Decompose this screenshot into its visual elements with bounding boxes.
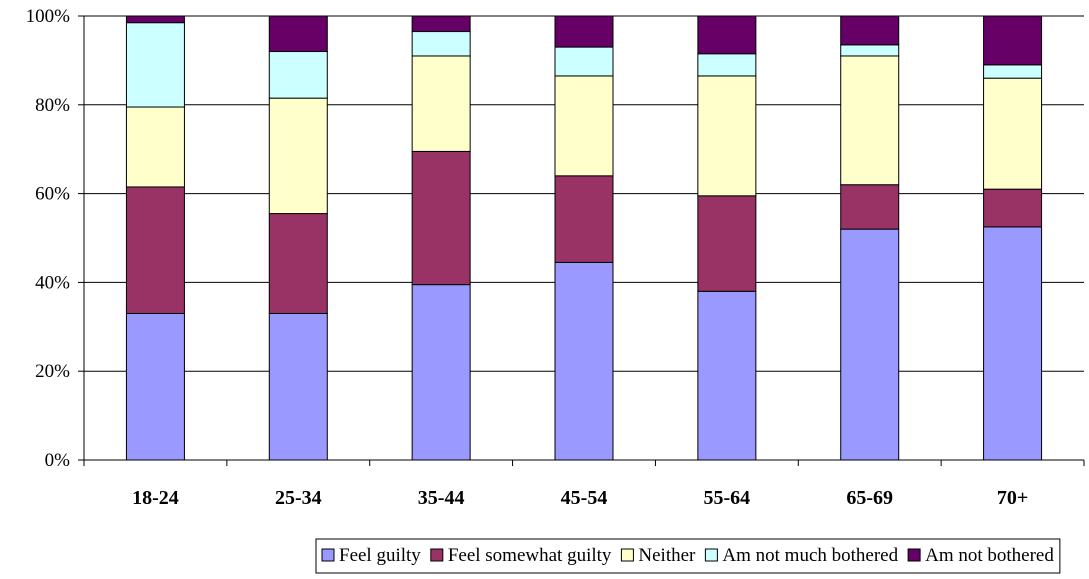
legend-label: Am not much bothered [722,545,898,566]
bar-segment [983,64,1043,79]
x-tick-label: 70+ [997,487,1028,509]
legend-swatch [907,548,921,562]
bar-segment [411,31,471,57]
x-tick-label: 35-44 [418,487,465,509]
x-tick-labels: 18-24 25-34 35-44 45-54 55-64 65-69 70+ [132,487,1028,509]
bar-segment [697,290,757,461]
y-tick-label: 60% [35,184,70,205]
legend-swatch [704,548,718,562]
y-tick-label: 40% [35,272,70,293]
y-tick-labels: 0% 20% 40% 60% 80% 100% [26,6,71,471]
bar-segment [125,312,185,461]
bar-segment [983,188,1043,228]
y-tick-label: 80% [35,95,70,116]
bar-segment [411,15,471,33]
legend-swatch [620,548,634,562]
x-tick-label: 45-54 [561,487,608,509]
bar-segment [983,15,1043,66]
bar-segment [697,195,757,292]
x-tick-label: 25-34 [275,487,322,509]
bar-segment [411,150,471,286]
bar-segment [125,15,185,24]
bar-segment [840,44,900,57]
x-tick-label: 65-69 [846,487,893,509]
axes [78,15,1085,466]
bar-segment [125,106,185,188]
y-tick-label: 20% [35,361,70,382]
bar-segment [125,22,185,108]
bar-segment [697,75,757,197]
bar-segment [554,46,614,77]
legend-swatch [430,548,444,562]
legend: Feel guilty Feel somewhat guilty Neither Am… [315,538,1061,574]
y-tick-label: 100% [26,6,71,27]
bar-segment [983,226,1043,461]
y-tick-label: 0% [45,450,71,471]
bar-segment [411,284,471,461]
bar-segment [125,186,185,314]
bar-segment [554,261,614,461]
legend-label: Feel somewhat guilty [448,545,612,566]
legend-swatch [321,548,335,562]
x-tick-label: 18-24 [132,487,179,509]
bars [125,15,1043,461]
bar-segment [268,213,328,314]
bar-segment [840,55,900,186]
legend-label: Am not bothered [925,545,1054,566]
bar-segment [840,228,900,461]
bar-segment [697,15,757,55]
bar-segment [554,15,614,48]
bar-segment [554,175,614,263]
bar-segment [268,97,328,215]
bar-segment [268,15,328,53]
bar-segment [840,184,900,230]
bar-segment [411,55,471,152]
x-tick-label: 55-64 [704,487,751,509]
bar-segment [840,15,900,46]
bar-segment [268,312,328,461]
bar-segment [268,51,328,99]
legend-label: Feel guilty [339,545,421,566]
legend-label: Neither [638,545,696,566]
bar-segment [697,53,757,77]
bar-segment [983,77,1043,190]
bar-segment [554,75,614,177]
